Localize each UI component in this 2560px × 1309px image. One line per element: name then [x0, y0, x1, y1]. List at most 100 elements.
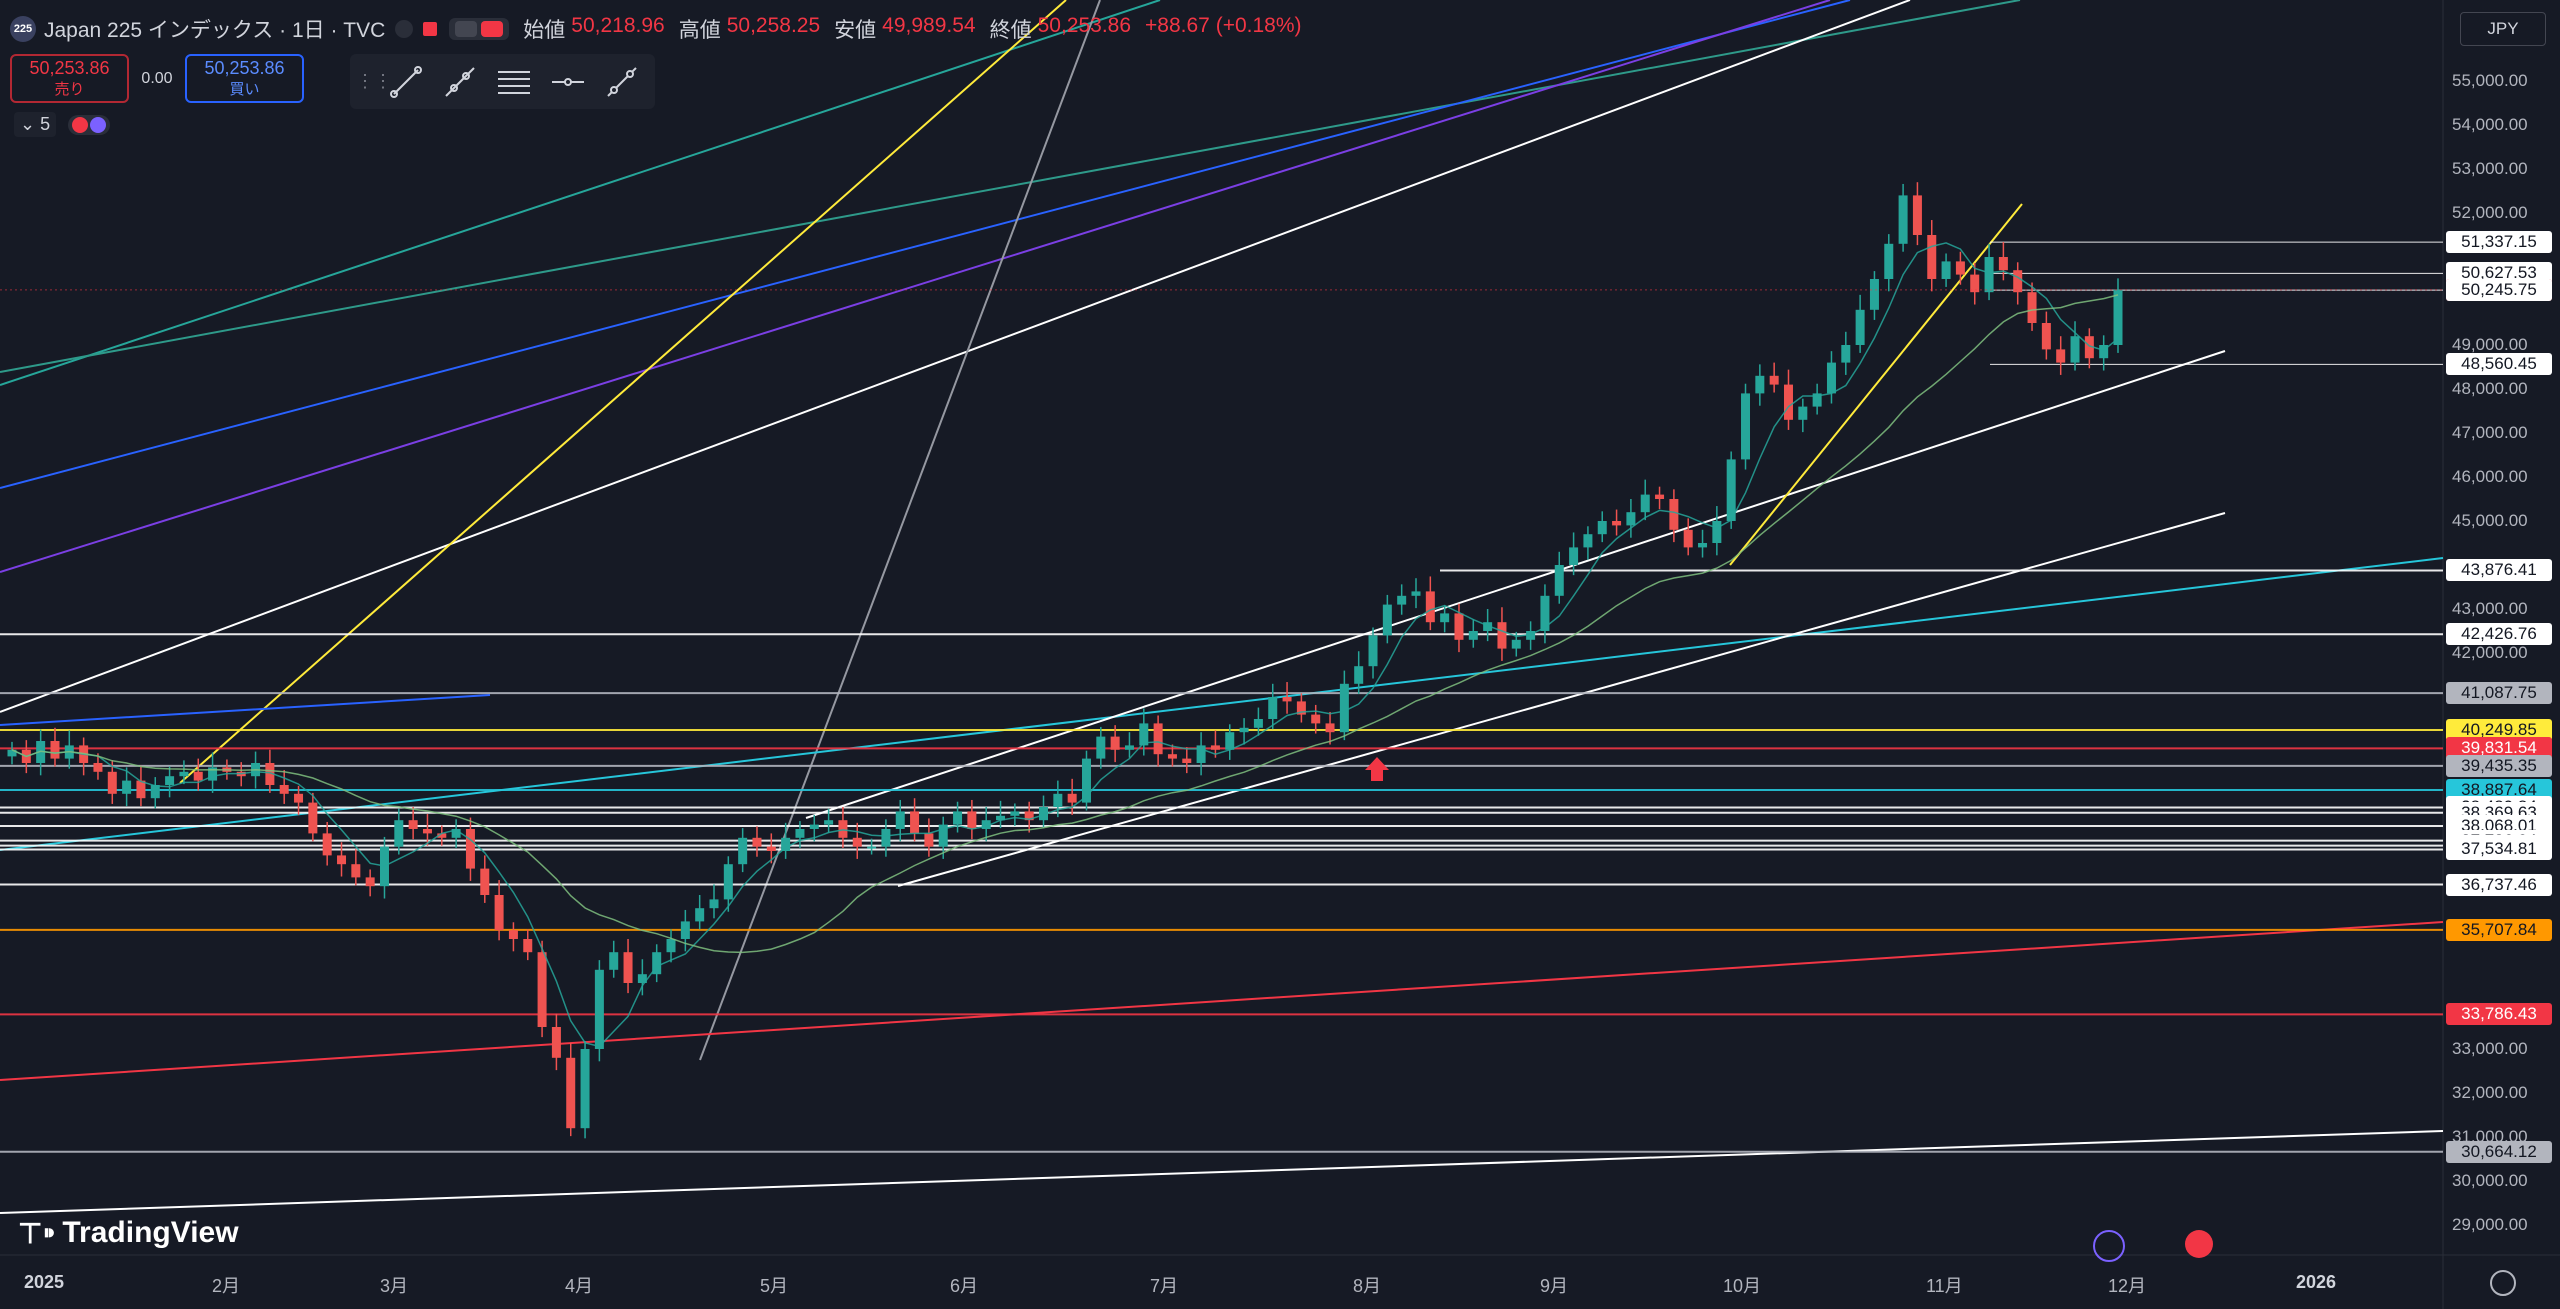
indicator-count-toggle[interactable]: ⌄ 5: [14, 112, 57, 137]
candle-body: [1511, 639, 1521, 649]
trend-line-tool-icon[interactable]: [384, 60, 428, 104]
candle-body: [451, 829, 461, 838]
price-tick-label: 48,000.00: [2452, 379, 2528, 398]
indicator-status[interactable]: [68, 114, 111, 135]
trend-line: [0, 694, 491, 726]
price-level-label[interactable]: 39,435.35: [2446, 754, 2552, 777]
price-level-label[interactable]: 41,087.75: [2446, 682, 2552, 705]
candle-body: [652, 952, 662, 975]
settings-gear-icon[interactable]: [2490, 1270, 2516, 1296]
price-tick-label: 33,000.00: [2452, 1039, 2528, 1058]
price-level-label[interactable]: 38,887.64: [2446, 778, 2552, 801]
trend-line: [699, 0, 1101, 1061]
price-level-label[interactable]: 50,245.75: [2446, 279, 2552, 302]
ray-tool-icon[interactable]: [438, 60, 482, 104]
trade-panel: 50,253.86 売り 0.00 50,253.86 買い: [10, 54, 304, 103]
time-tick-label: 7月: [1150, 1276, 1179, 1296]
candle-body: [1554, 565, 1564, 596]
flash-icon[interactable]: [2093, 1230, 2125, 1262]
extended-line-tool-icon[interactable]: [600, 60, 644, 104]
candle-body: [1081, 758, 1091, 803]
candle-body: [881, 829, 891, 847]
price-level-label[interactable]: 35,707.84: [2446, 918, 2552, 941]
alert-flag-icon[interactable]: [423, 22, 438, 36]
candle-body: [480, 868, 490, 895]
horizontal-line-tool-icon[interactable]: [546, 60, 590, 104]
buy-button[interactable]: 50,253.86 買い: [185, 54, 304, 103]
candle-body: [1526, 631, 1536, 640]
time-tick-label: 2月: [212, 1276, 241, 1296]
price-level-label[interactable]: 48,560.45: [2446, 353, 2552, 376]
sell-price: 50,253.86: [29, 57, 110, 78]
sell-label: 売り: [54, 80, 85, 98]
candle-body: [1755, 375, 1765, 394]
tradingview-logo: ⊤⁍ TradingView: [18, 1216, 239, 1250]
open-label: 始値: [523, 19, 566, 42]
open-value: 50,218.96: [571, 14, 665, 37]
time-tick-label: 10月: [1723, 1276, 1762, 1296]
symbol-title[interactable]: Japan 225 インデックス · 1日 · TVC: [44, 19, 386, 42]
candle-body: [566, 1057, 576, 1129]
price-level-label[interactable]: 33,786.43: [2446, 1003, 2552, 1026]
candle-body: [781, 837, 791, 851]
trend-line: [805, 350, 2226, 819]
drawing-toolbar: ⋮⋮: [350, 54, 655, 109]
trend-line: [179, 0, 1067, 784]
candle-body: [1912, 195, 1922, 235]
price-level-label[interactable]: 37,534.81: [2446, 838, 2552, 861]
moving-average-line: [11, 294, 2119, 954]
candle-body: [852, 837, 862, 847]
trend-line: [0, 557, 2444, 851]
candle-body: [2027, 292, 2037, 323]
candle-body: [279, 785, 289, 794]
currency-selector[interactable]: JPY: [2460, 12, 2546, 46]
candle-body: [7, 749, 17, 757]
candle-body: [1153, 723, 1163, 755]
candle-body: [1296, 701, 1306, 715]
candle-body: [680, 921, 690, 939]
candle-body: [150, 785, 160, 799]
candle-body: [422, 829, 432, 834]
candle-body: [1110, 736, 1120, 750]
candle-body: [1569, 547, 1579, 565]
candle-body: [50, 741, 60, 759]
price-level-label[interactable]: 51,337.15: [2446, 231, 2552, 254]
price-level-label[interactable]: 40,249.85: [2446, 719, 2552, 741]
candle-body: [265, 763, 275, 785]
candle-body: [551, 1027, 561, 1058]
price-level-label[interactable]: 30,664.12: [2446, 1140, 2552, 1163]
candle-body: [637, 974, 647, 983]
wave-icon: [481, 21, 504, 37]
candle-body: [1067, 793, 1077, 803]
candle-body: [2084, 336, 2094, 359]
candle-body: [1024, 811, 1034, 821]
candle-body: [1039, 807, 1049, 821]
candle-body: [1253, 719, 1263, 728]
parallel-channel-tool-icon[interactable]: [492, 60, 536, 104]
price-tick-label: 46,000.00: [2452, 467, 2528, 486]
time-tick-label: 5月: [760, 1276, 789, 1296]
candle-body: [322, 833, 332, 856]
price-tick-label: 45,000.00: [2452, 511, 2528, 530]
price-level-label[interactable]: 36,737.46: [2446, 873, 2552, 896]
price-level-label[interactable]: 42,426.76: [2446, 623, 2552, 646]
sell-button[interactable]: 50,253.86 売り: [10, 54, 129, 103]
price-level-label[interactable]: 43,876.41: [2446, 559, 2552, 582]
ohlc-values: 始値 50,218.96 高値 50,258.25 安値 49,989.54 終値 50…: [523, 14, 1309, 44]
candle-body: [695, 908, 705, 922]
visibility-toggle[interactable]: [449, 18, 510, 40]
warning-icon: [72, 116, 89, 133]
record-icon[interactable]: [2185, 1230, 2213, 1258]
candle-body: [1812, 393, 1822, 407]
buy-price: 50,253.86: [204, 57, 285, 78]
price-level-label[interactable]: 39,831.54: [2446, 737, 2552, 760]
close-label: 終値: [989, 19, 1032, 42]
symbol-logo-icon: 225: [10, 16, 36, 42]
drag-handle-icon[interactable]: ⋮⋮: [356, 71, 392, 91]
candle-body: [365, 877, 375, 887]
candle-body: [2099, 345, 2109, 359]
candle-body: [1683, 529, 1693, 548]
candle-body: [1225, 732, 1235, 750]
candle-body: [996, 815, 1006, 821]
